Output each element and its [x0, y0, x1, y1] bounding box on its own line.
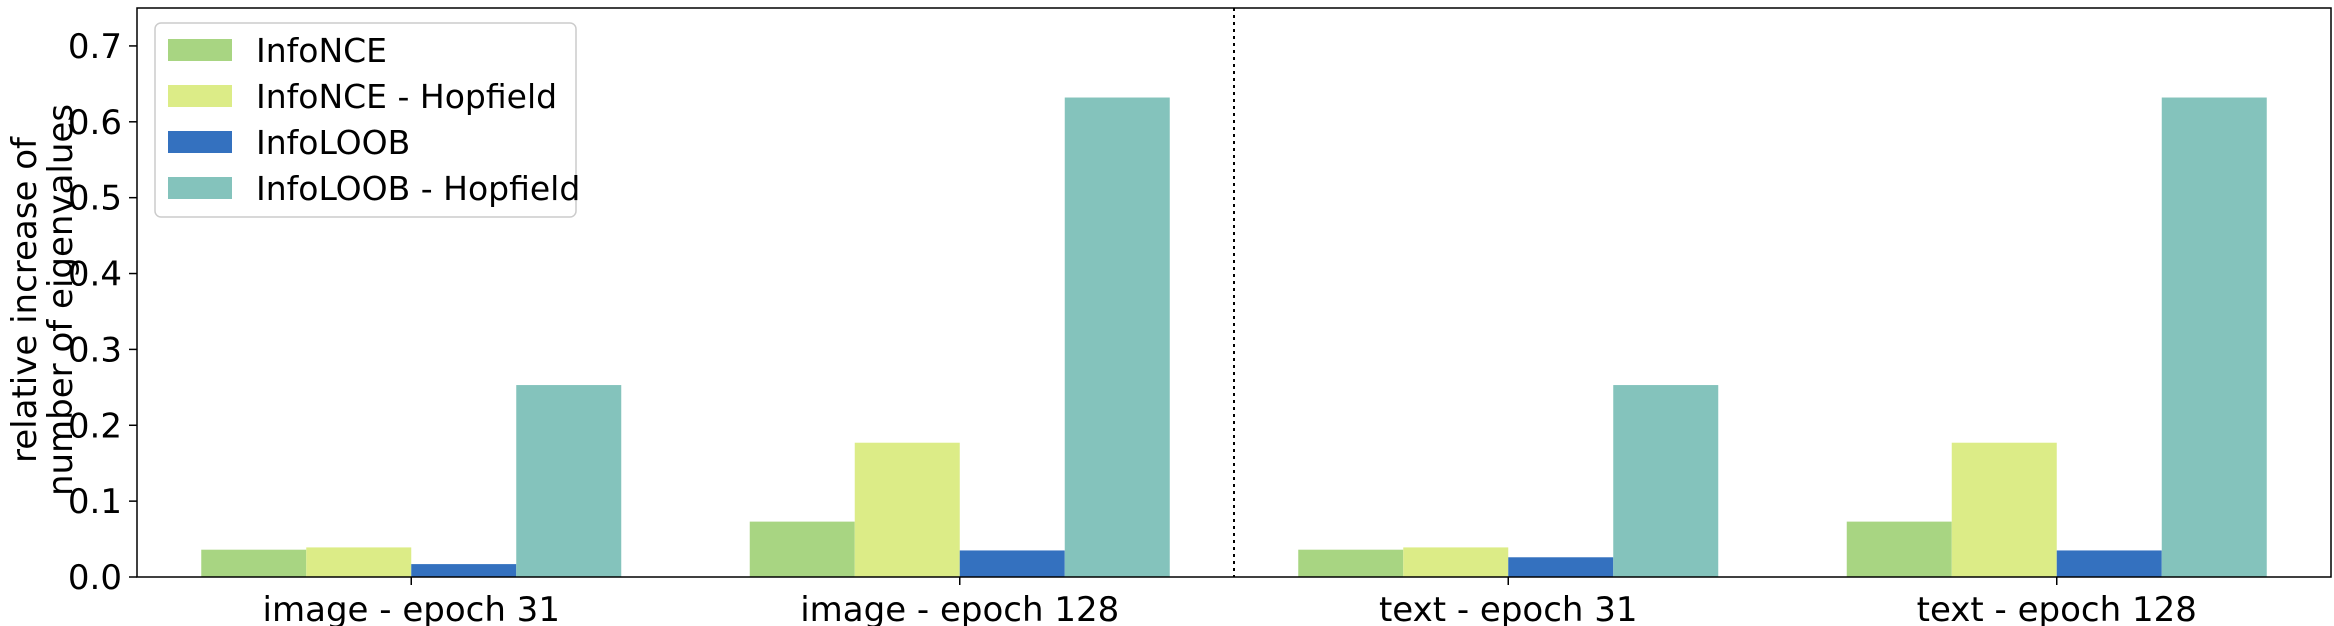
legend-label-infonce: InfoNCE: [256, 31, 387, 70]
legend-swatch-infonce: [168, 39, 232, 61]
legend-swatch-infoloob-hopfield: [168, 177, 232, 199]
x-tick-label: image - epoch 31: [263, 590, 560, 626]
y-axis: 0.0 0.1 0.2 0.3 0.4 0.5 0.6 0.7: [68, 27, 137, 598]
bar-infonce-hopfield-image-epoch-31: [306, 547, 412, 577]
legend-label-infoloob-hopfield: InfoLOOB - Hopfield: [256, 169, 580, 208]
bar-infonce-text-epoch-31: [1298, 549, 1404, 577]
bar-infoloob-text-epoch-128: [2056, 550, 2162, 577]
bar-infoloob-hopfield-image-epoch-31: [516, 385, 622, 577]
bar-infonce-image-epoch-31: [201, 549, 307, 577]
bar-infoloob-hopfield-image-epoch-128: [1064, 97, 1170, 577]
y-tick-label: 0.5: [68, 179, 122, 219]
bar-infonce-hopfield-text-epoch-128: [1951, 442, 2057, 577]
x-tick-label: text - epoch 31: [1379, 590, 1638, 626]
bar-infoloob-hopfield-text-epoch-128: [2161, 97, 2267, 577]
legend-label-infonce-hopfield: InfoNCE - Hopfield: [256, 77, 557, 116]
legend: InfoNCE InfoNCE - Hopfield InfoLOOB InfoLOO…: [154, 22, 580, 218]
legend-swatch-infoloob: [168, 131, 232, 153]
y-tick-label: 0.6: [68, 103, 122, 143]
bar-infonce-hopfield-image-epoch-128: [854, 442, 960, 577]
plot-frame: [136, 7, 2332, 578]
y-tick-label: 0.2: [68, 406, 122, 446]
x-tick-label: text - epoch 128: [1917, 590, 2197, 626]
bar-infoloob-image-epoch-31: [411, 564, 517, 577]
legend-box: [154, 22, 577, 218]
y-axis-label-line2: number of eigenvalues: [41, 104, 81, 496]
y-tick-label: 0.4: [68, 255, 122, 295]
y-tick-label: 0.0: [68, 558, 122, 598]
bar-infonce-text-epoch-128: [1846, 521, 1952, 577]
bar-infoloob-text-epoch-31: [1508, 557, 1614, 577]
y-tick-label: 0.3: [68, 330, 122, 370]
x-axis: image - epoch 31 image - epoch 128 text - …: [263, 577, 2197, 626]
bar-infoloob-hopfield-text-epoch-31: [1613, 385, 1719, 577]
bars-layer: [201, 97, 2267, 577]
legend-label-infoloob: InfoLOOB: [256, 123, 410, 162]
bar-infonce-hopfield-text-epoch-31: [1403, 547, 1509, 577]
y-tick-label: 0.7: [68, 27, 122, 67]
bar-infoloob-image-epoch-128: [959, 550, 1065, 577]
y-tick-label: 0.1: [68, 482, 122, 522]
bar-infonce-image-epoch-128: [749, 521, 855, 577]
x-tick-label: image - epoch 128: [800, 590, 1119, 626]
y-axis-label-line1: relative increase of: [5, 136, 45, 463]
legend-swatch-infonce-hopfield: [168, 85, 232, 107]
